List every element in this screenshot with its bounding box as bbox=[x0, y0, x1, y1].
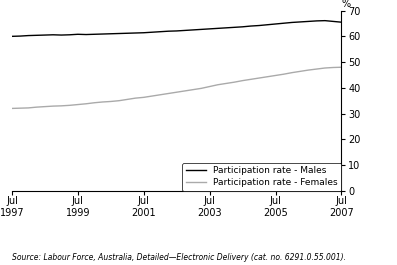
Participation rate - Males bbox=[240, 25, 245, 28]
Participation rate - Males bbox=[117, 32, 121, 35]
Participation rate - Females bbox=[273, 74, 278, 77]
Participation rate - Males bbox=[108, 32, 113, 35]
Participation rate - Females bbox=[125, 98, 130, 101]
Participation rate - Males bbox=[199, 28, 204, 31]
Participation rate - Females bbox=[51, 104, 56, 108]
Participation rate - Females bbox=[75, 103, 80, 106]
Participation rate - Females bbox=[339, 66, 344, 69]
Line: Participation rate - Males: Participation rate - Males bbox=[12, 21, 341, 36]
Participation rate - Females bbox=[257, 77, 262, 80]
Participation rate - Females bbox=[166, 92, 171, 95]
Legend: Participation rate - Males, Participation rate - Females: Participation rate - Males, Participatio… bbox=[183, 163, 341, 191]
Participation rate - Males bbox=[265, 23, 270, 26]
Participation rate - Males bbox=[75, 33, 80, 36]
Participation rate - Males bbox=[18, 34, 23, 38]
Participation rate - Females bbox=[10, 107, 14, 110]
Participation rate - Males bbox=[298, 20, 303, 24]
Participation rate - Females bbox=[84, 102, 89, 105]
Participation rate - Females bbox=[158, 93, 163, 96]
Participation rate - Males bbox=[249, 24, 253, 28]
Participation rate - Females bbox=[240, 79, 245, 82]
Participation rate - Females bbox=[298, 70, 303, 73]
Participation rate - Males bbox=[290, 21, 295, 24]
Participation rate - Males bbox=[166, 30, 171, 33]
Participation rate - Females bbox=[191, 88, 196, 91]
Participation rate - Females bbox=[199, 87, 204, 90]
Participation rate - Males bbox=[158, 30, 163, 33]
Participation rate - Females bbox=[290, 71, 295, 74]
Participation rate - Females bbox=[133, 96, 138, 100]
Participation rate - Males bbox=[42, 33, 47, 37]
Participation rate - Males bbox=[331, 20, 335, 23]
Participation rate - Females bbox=[265, 75, 270, 78]
Participation rate - Males bbox=[232, 26, 237, 29]
Participation rate - Males bbox=[314, 19, 319, 23]
Participation rate - Males bbox=[323, 19, 328, 22]
Participation rate - Males bbox=[92, 33, 97, 36]
Participation rate - Males bbox=[59, 33, 64, 37]
Participation rate - Males bbox=[125, 32, 130, 35]
Participation rate - Females bbox=[59, 104, 64, 107]
Participation rate - Males bbox=[51, 33, 56, 36]
Participation rate - Females bbox=[18, 107, 23, 110]
Participation rate - Females bbox=[183, 89, 187, 92]
Text: %: % bbox=[341, 0, 351, 9]
Participation rate - Males bbox=[257, 24, 262, 27]
Participation rate - Females bbox=[117, 99, 121, 102]
Participation rate - Females bbox=[249, 78, 253, 81]
Participation rate - Males bbox=[141, 31, 146, 34]
Participation rate - Males bbox=[133, 32, 138, 35]
Participation rate - Females bbox=[232, 81, 237, 84]
Participation rate - Males bbox=[207, 27, 212, 30]
Participation rate - Males bbox=[224, 26, 229, 29]
Participation rate - Females bbox=[216, 83, 220, 86]
Participation rate - Males bbox=[273, 23, 278, 26]
Participation rate - Females bbox=[207, 85, 212, 88]
Participation rate - Females bbox=[314, 68, 319, 71]
Participation rate - Females bbox=[141, 96, 146, 99]
Participation rate - Females bbox=[224, 82, 229, 85]
Participation rate - Males bbox=[10, 35, 14, 38]
Participation rate - Females bbox=[34, 105, 39, 109]
Participation rate - Females bbox=[306, 68, 311, 72]
Participation rate - Females bbox=[100, 100, 105, 104]
Participation rate - Females bbox=[42, 105, 47, 108]
Participation rate - Females bbox=[323, 67, 328, 70]
Participation rate - Males bbox=[339, 21, 344, 24]
Participation rate - Females bbox=[281, 73, 286, 76]
Text: Source: Labour Force, Australia, Detailed—Electronic Delivery (cat. no. 6291.0.5: Source: Labour Force, Australia, Detaile… bbox=[12, 253, 346, 262]
Participation rate - Males bbox=[100, 32, 105, 36]
Participation rate - Females bbox=[92, 101, 97, 104]
Participation rate - Females bbox=[108, 100, 113, 103]
Participation rate - Females bbox=[26, 106, 31, 109]
Participation rate - Males bbox=[26, 34, 31, 37]
Participation rate - Males bbox=[174, 29, 179, 33]
Participation rate - Males bbox=[150, 31, 154, 34]
Participation rate - Males bbox=[84, 33, 89, 36]
Participation rate - Females bbox=[150, 95, 154, 98]
Participation rate - Females bbox=[331, 66, 335, 69]
Participation rate - Males bbox=[67, 33, 72, 36]
Participation rate - Males bbox=[281, 22, 286, 25]
Participation rate - Females bbox=[67, 104, 72, 107]
Participation rate - Males bbox=[306, 20, 311, 23]
Participation rate - Males bbox=[216, 27, 220, 30]
Participation rate - Males bbox=[34, 34, 39, 37]
Line: Participation rate - Females: Participation rate - Females bbox=[12, 67, 341, 108]
Participation rate - Males bbox=[191, 28, 196, 32]
Participation rate - Females bbox=[174, 91, 179, 94]
Participation rate - Males bbox=[183, 29, 187, 32]
